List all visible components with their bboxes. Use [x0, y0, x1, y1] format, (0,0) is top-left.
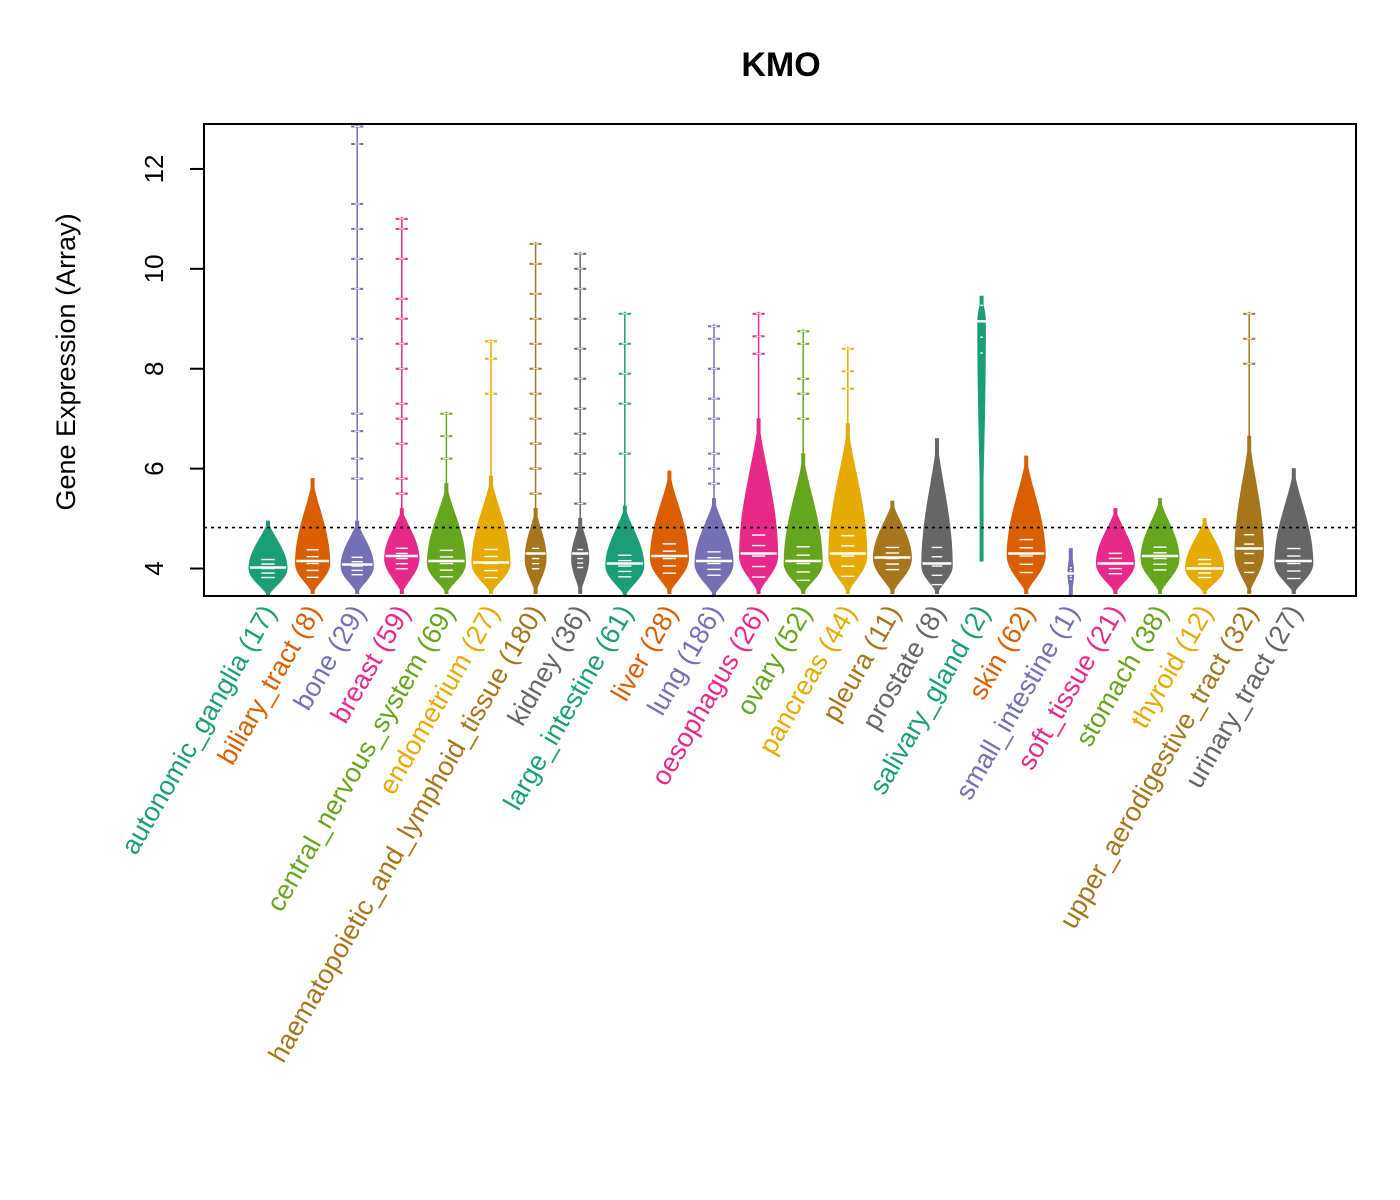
violin-23	[1234, 311, 1264, 594]
violin-17	[975, 295, 988, 562]
violin-body	[426, 483, 466, 594]
violin-22	[1185, 518, 1225, 594]
violin-body	[1234, 435, 1264, 594]
y-tick-label: 4	[139, 561, 169, 575]
violin-12	[739, 311, 779, 594]
violin-7	[524, 241, 547, 594]
violin-body	[524, 508, 547, 594]
violin-13	[783, 329, 823, 594]
violin-body	[739, 418, 779, 594]
category-labels: autonomic_ganglia (17)biliary_tract (8)b…	[115, 600, 1308, 1067]
violin-14	[828, 346, 868, 594]
violin-18	[1006, 455, 1046, 594]
plot-frame	[203, 123, 1357, 597]
violin-20	[1095, 508, 1135, 594]
violin-19	[1064, 548, 1077, 596]
violin-6	[471, 339, 511, 594]
plot-area	[204, 124, 1356, 596]
violin-body	[384, 508, 420, 594]
violin-body	[295, 478, 331, 594]
violin-body	[605, 505, 645, 596]
violin-body	[1095, 508, 1135, 594]
violin-body	[828, 423, 868, 594]
violin-11	[694, 324, 734, 596]
y-tick-label: 6	[139, 461, 169, 475]
y-axis-label: Gene Expression (Array)	[51, 213, 81, 510]
violin-15	[872, 500, 912, 594]
violin-16	[921, 438, 953, 594]
violin-body	[1274, 468, 1314, 594]
violin-10	[649, 470, 689, 594]
violin-body	[571, 518, 590, 594]
violin-3	[340, 124, 374, 594]
violin-21	[1140, 498, 1180, 594]
violin-2	[295, 478, 331, 594]
violin-body	[471, 475, 511, 594]
violin-body	[649, 470, 689, 594]
y-tick-label: 8	[139, 362, 169, 376]
violin-5	[426, 411, 466, 594]
violin-8	[571, 251, 590, 594]
y-tick-label: 10	[139, 254, 169, 283]
y-tick-label: 12	[139, 154, 169, 183]
violin-4	[384, 216, 420, 594]
violin-body	[1185, 518, 1225, 594]
violin-24	[1274, 468, 1314, 594]
violin-body	[248, 520, 288, 596]
violin-body	[921, 438, 953, 594]
chart-title: KMO	[741, 46, 820, 84]
violins	[248, 124, 1314, 596]
violin-9	[605, 311, 645, 596]
violin-body	[1140, 498, 1180, 594]
violin-body	[977, 295, 986, 562]
violin-body	[1006, 455, 1046, 594]
violin-body	[694, 498, 734, 596]
y-axis: 4 6 8 10 12	[139, 154, 204, 576]
violin-1	[248, 520, 288, 596]
violin-body	[783, 453, 823, 594]
